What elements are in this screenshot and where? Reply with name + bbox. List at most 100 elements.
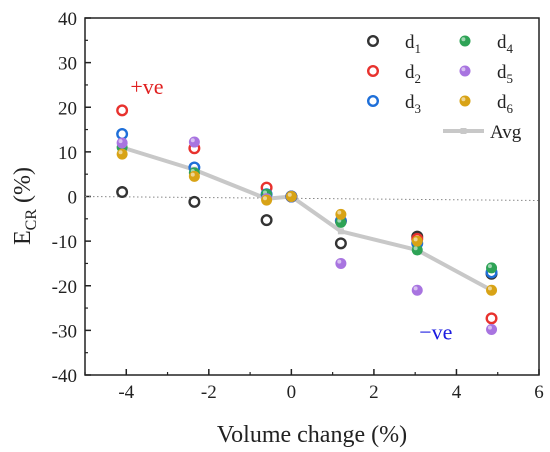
point-d5-4-shine — [337, 259, 342, 264]
y-tick-label-3: -10 — [52, 232, 77, 253]
x-tick-label-1: -2 — [201, 382, 217, 403]
avg-line — [121, 145, 493, 292]
point-d1-2 — [260, 214, 273, 227]
point-d5-4-fill — [335, 257, 347, 269]
x-tick-label-2: 0 — [287, 382, 297, 403]
legend-label-d4: d4 — [497, 32, 514, 56]
point-d6-2-fill — [261, 194, 273, 206]
legend-label-d5: d5 — [497, 62, 513, 86]
y-tick-label-1: -30 — [52, 321, 77, 342]
legend-marker-d3 — [367, 94, 380, 107]
point-d6-5 — [411, 235, 423, 247]
point-d5-1 — [188, 136, 200, 148]
point-d4-5 — [411, 244, 423, 256]
point-d4-6-shine — [487, 264, 492, 269]
x-tick-label-5: 6 — [534, 382, 544, 403]
point-d5-0-shine — [118, 139, 123, 144]
legend-label-avg: Avg — [490, 122, 522, 143]
point-d6-5-shine — [413, 237, 418, 242]
legend-label-d3: d3 — [405, 92, 421, 116]
annotation-1: −ve — [419, 319, 452, 344]
point-d6-6 — [486, 284, 498, 296]
legend-label-d1: d1 — [405, 32, 421, 56]
point-d6-4 — [335, 208, 347, 220]
point-d5-6-shine — [487, 325, 492, 330]
legend-avg-marker — [460, 128, 467, 134]
legend-label-d2: d2 — [405, 62, 421, 86]
legend-marker-d1 — [367, 35, 380, 48]
legend-marker-d6-shine — [461, 97, 466, 102]
point-d6-0 — [116, 148, 128, 160]
point-d5-6-fill — [486, 323, 498, 335]
point-d6-1-shine — [190, 172, 195, 177]
point-d6-6-fill — [486, 284, 498, 296]
point-d5-6 — [486, 323, 498, 335]
annotation-0: +ve — [130, 74, 163, 99]
point-d5-1-shine — [190, 138, 195, 143]
point-d3-0 — [116, 128, 129, 141]
y-tick-label-7: 30 — [58, 54, 77, 75]
point-d2-6 — [485, 312, 498, 325]
point-d4-6-fill — [486, 262, 498, 274]
y-tick-label-8: 40 — [58, 9, 77, 30]
point-d5-5-fill — [411, 284, 423, 296]
x-tick-label-0: -4 — [118, 382, 134, 403]
point-d6-1 — [188, 170, 200, 182]
point-d1-4 — [334, 237, 347, 250]
point-d6-3-shine — [287, 192, 292, 197]
annotations: +ve −ve — [130, 74, 452, 344]
point-d5-4 — [335, 257, 347, 269]
point-d5-0-fill — [116, 137, 128, 149]
x-tick-label-4: 4 — [452, 382, 462, 403]
y-tick-label-0: -40 — [52, 366, 77, 387]
y-tick-label-2: -20 — [52, 277, 77, 298]
zero-reference-line — [84, 196, 540, 201]
legend: d1 d2 d3 d4 d5 d6 Avg — [367, 32, 522, 143]
point-d6-6-shine — [487, 286, 492, 291]
avg-series — [119, 144, 495, 294]
point-d6-0-fill — [116, 148, 128, 160]
point-d1-0 — [116, 186, 129, 199]
point-d6-2-shine — [263, 196, 267, 201]
point-d6-2 — [261, 194, 273, 206]
x-axis-label: Volume change (%) — [217, 422, 407, 448]
y-axis-label-unit: (%) — [10, 167, 36, 209]
legend-marker-d5 — [459, 65, 471, 77]
legend-marker-d5-fill — [459, 65, 471, 77]
data-points — [116, 104, 498, 335]
legend-marker-d4-shine — [461, 37, 466, 42]
point-d2-0 — [116, 104, 129, 117]
point-d6-4-fill — [335, 208, 347, 220]
x-tick-label-3: 2 — [369, 382, 379, 403]
point-d5-0 — [116, 137, 128, 149]
point-d6-1-fill — [188, 170, 200, 182]
point-d6-3-fill — [285, 191, 297, 202]
y-tick-label-6: 20 — [58, 98, 77, 119]
legend-marker-d6-fill — [459, 95, 471, 107]
legend-marker-d2 — [367, 64, 380, 77]
y-axis-label: ECR (%) — [10, 167, 40, 245]
point-d4-5-shine — [413, 246, 418, 251]
legend-marker-d5-shine — [461, 67, 466, 72]
point-d5-5-shine — [413, 286, 418, 291]
point-d6-5-fill — [411, 235, 423, 247]
point-d5-1-fill — [188, 136, 200, 148]
y-axis-label-main: E — [10, 230, 36, 245]
legend-label-d6: d6 — [497, 92, 514, 116]
zero-line — [84, 196, 540, 201]
point-d6-3 — [285, 191, 297, 202]
point-d1-1 — [188, 195, 201, 208]
y-tick-label-5: 10 — [58, 143, 77, 164]
y-axis-label-sub: CR — [23, 209, 40, 231]
point-d6-0-shine — [118, 150, 123, 155]
point-d5-5 — [411, 284, 423, 296]
legend-marker-d4-fill — [459, 35, 471, 47]
legend-marker-d4 — [459, 35, 471, 47]
point-d4-6 — [486, 262, 498, 274]
avg-marker-4 — [337, 228, 344, 235]
plot-frame — [84, 17, 540, 376]
y-tick-label-4: 0 — [68, 188, 78, 209]
point-d6-4-shine — [337, 210, 342, 215]
